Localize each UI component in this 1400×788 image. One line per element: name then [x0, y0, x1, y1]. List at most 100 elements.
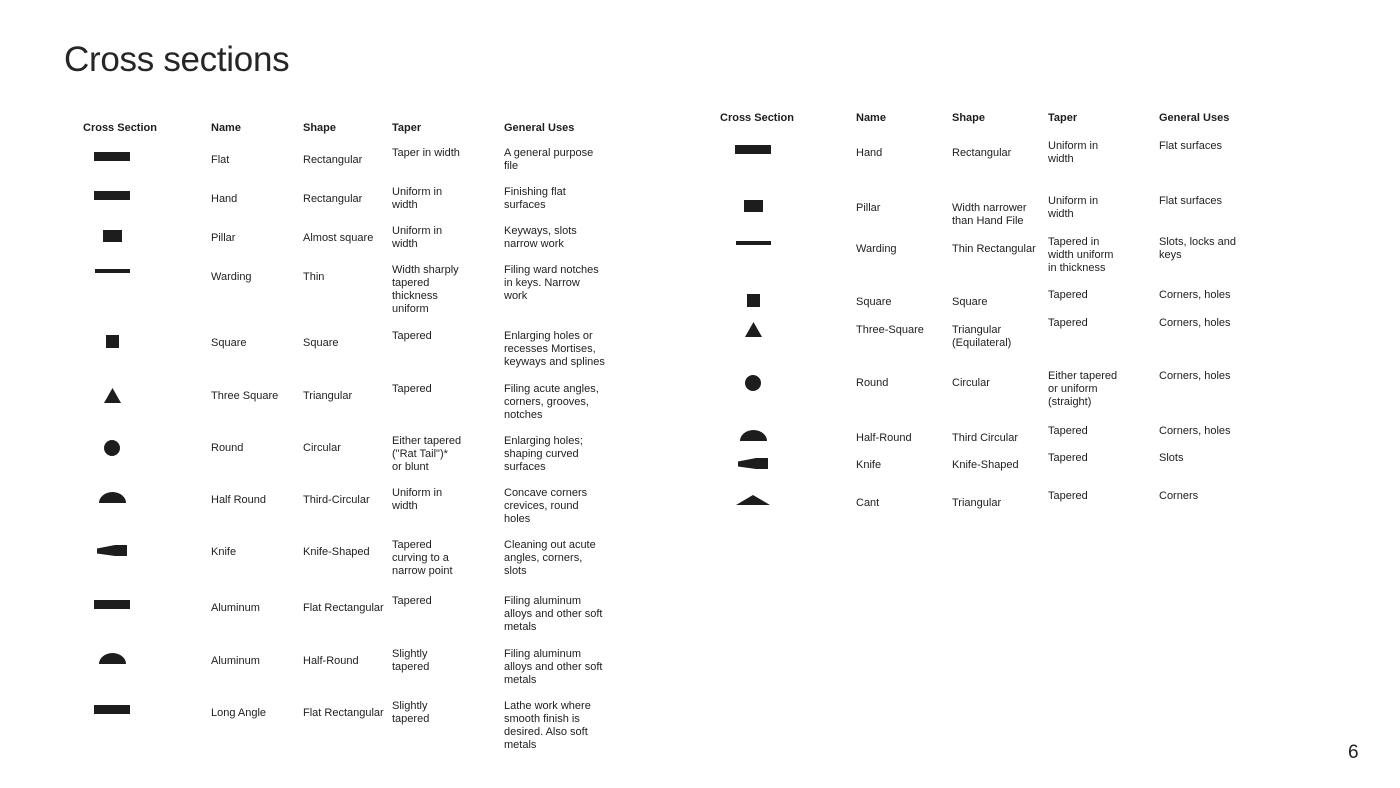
- cross-section-cell: [83, 648, 145, 664]
- uses-cell: Concave corners crevices, round holes: [504, 487, 588, 525]
- triangle-icon: [103, 388, 121, 403]
- cross-section-cell: [720, 452, 790, 470]
- half-round-icon: [98, 653, 126, 664]
- taper-cell: Slightly tapered: [392, 648, 430, 673]
- table-row: Aluminum Flat Rectangular Tapered Filing…: [83, 595, 628, 648]
- table-row: Aluminum Half-Round Slightly tapered Fil…: [83, 648, 628, 700]
- table-row: Cant Triangular Tapered Corners: [720, 490, 1275, 530]
- taper-cell: Tapered: [1048, 425, 1088, 437]
- shape-cell: Square: [952, 296, 988, 308]
- uses-cell: Keyways, slots narrow work: [504, 225, 577, 250]
- taper-cell: Uniform in width: [1048, 195, 1099, 220]
- column-header: Cross Section: [720, 112, 794, 124]
- uses-cell: Filing aluminum alloys and other soft me…: [504, 595, 603, 633]
- name-cell: Aluminum: [211, 602, 260, 614]
- triangle-icon: [744, 322, 762, 337]
- table-row: Half-Round Third Circular Tapered Corner…: [720, 425, 1275, 452]
- column-header: Name: [856, 112, 886, 124]
- column-header: Name: [211, 122, 241, 134]
- uses-cell: Enlarging holes; shaping curved surfaces: [504, 435, 583, 473]
- shape-cell: Flat Rectangular: [303, 602, 384, 614]
- taper-cell: Uniform in width: [392, 186, 443, 211]
- taper-cell: Tapered: [1048, 490, 1088, 502]
- cross-section-cell: [83, 264, 145, 273]
- flat-bar-icon: [94, 600, 130, 609]
- taper-cell: Tapered in width uniform in thickness: [1048, 236, 1114, 274]
- cant-icon: [736, 495, 770, 505]
- uses-cell: Slots: [1159, 452, 1184, 464]
- flat-bar-icon: [94, 705, 130, 714]
- table-row: Hand Rectangular Uniform in width Finish…: [83, 186, 628, 225]
- uses-cell: Flat surfaces: [1159, 195, 1222, 207]
- page-title: Cross sections: [64, 40, 290, 79]
- uses-cell: A general purpose file: [504, 147, 594, 172]
- table-row: Half Round Third-Circular Uniform in wid…: [83, 487, 628, 539]
- name-cell: Warding: [211, 271, 252, 283]
- cross-sections-table-left: Cross Section Name Shape Taper General Uses …: [83, 122, 628, 760]
- cross-section-cell: [720, 370, 790, 391]
- name-cell: Square: [211, 337, 247, 349]
- cross-section-cell: [720, 490, 790, 505]
- column-header: General Uses: [1159, 112, 1230, 124]
- cross-section-cell: [83, 435, 145, 456]
- name-cell: Flat: [211, 154, 230, 166]
- shape-cell: Rectangular: [952, 147, 1012, 159]
- cross-section-cell: [83, 700, 145, 714]
- cross-section-cell: [720, 140, 790, 154]
- uses-cell: Cleaning out acute angles, corners, slot…: [504, 539, 596, 577]
- thin-line-icon: [735, 241, 771, 245]
- shape-cell: Third-Circular: [303, 494, 370, 506]
- name-cell: Pillar: [211, 232, 236, 244]
- cross-section-cell: [83, 225, 145, 242]
- uses-cell: Filing ward notches in keys. Narrow work: [504, 264, 599, 302]
- uses-cell: Slots, locks and keys: [1159, 236, 1237, 261]
- name-cell: Three Square: [211, 390, 279, 402]
- taper-cell: Slightly tapered: [392, 700, 430, 725]
- table-row: Knife Knife-Shaped Tapered Slots: [720, 452, 1275, 490]
- name-cell: Long Angle: [211, 707, 267, 719]
- shape-cell: Flat Rectangular: [303, 707, 384, 719]
- name-cell: Square: [856, 296, 892, 308]
- shape-cell: Third Circular: [952, 432, 1019, 444]
- table-row: Round Circular Either tapered or uniform…: [720, 370, 1275, 425]
- table-header-row: Cross Section Name Shape Taper General Uses: [83, 122, 628, 135]
- name-cell: Knife: [856, 459, 882, 471]
- circle-icon: [745, 375, 761, 391]
- shape-cell: Triangular: [952, 497, 1002, 509]
- cross-section-cell: [83, 186, 145, 200]
- name-cell: Round: [856, 377, 889, 389]
- table-row: Square Square Tapered Corners, holes: [720, 289, 1275, 317]
- cross-section-cell: [83, 147, 145, 161]
- cross-section-cell: [720, 236, 790, 245]
- taper-cell: Either tapered or uniform (straight): [1048, 370, 1118, 408]
- name-cell: Three-Square: [856, 324, 924, 336]
- shape-cell: Knife-Shaped: [952, 459, 1019, 471]
- taper-cell: Width sharply tapered thickness uniform: [392, 264, 459, 315]
- shape-cell: Rectangular: [303, 154, 363, 166]
- name-cell: Warding: [856, 243, 897, 255]
- table-row: Square Square Tapered Enlarging holes or…: [83, 330, 628, 383]
- cross-section-cell: [720, 317, 790, 337]
- taper-cell: Tapered: [1048, 317, 1088, 329]
- taper-cell: Tapered: [392, 330, 432, 342]
- shape-cell: Triangular (Equilateral): [952, 324, 1012, 349]
- uses-cell: Enlarging holes or recesses Mortises, ke…: [504, 330, 605, 368]
- column-header: Shape: [303, 122, 337, 134]
- circle-icon: [104, 440, 120, 456]
- column-header: Taper: [1048, 112, 1078, 124]
- shape-cell: Width narrower than Hand File: [952, 202, 1027, 227]
- name-cell: Round: [211, 442, 244, 454]
- cross-section-cell: [83, 383, 145, 403]
- name-cell: Cant: [856, 497, 880, 509]
- shape-cell: Thin Rectangular: [952, 243, 1036, 255]
- table-row: Pillar Width narrower than Hand File Uni…: [720, 195, 1275, 236]
- square-icon: [105, 335, 119, 348]
- column-header: Cross Section: [83, 122, 157, 134]
- taper-cell: Tapered: [1048, 452, 1088, 464]
- table-row: Round Circular Either tapered ("Rat Tail…: [83, 435, 628, 487]
- table-row: Warding Thin Rectangular Tapered in widt…: [720, 236, 1275, 289]
- table-body: Hand Rectangular Uniform in width Flat s…: [720, 140, 1275, 530]
- knife-icon: [97, 544, 127, 557]
- table-row: Hand Rectangular Uniform in width Flat s…: [720, 140, 1275, 195]
- table-row: Warding Thin Width sharply tapered thick…: [83, 264, 628, 330]
